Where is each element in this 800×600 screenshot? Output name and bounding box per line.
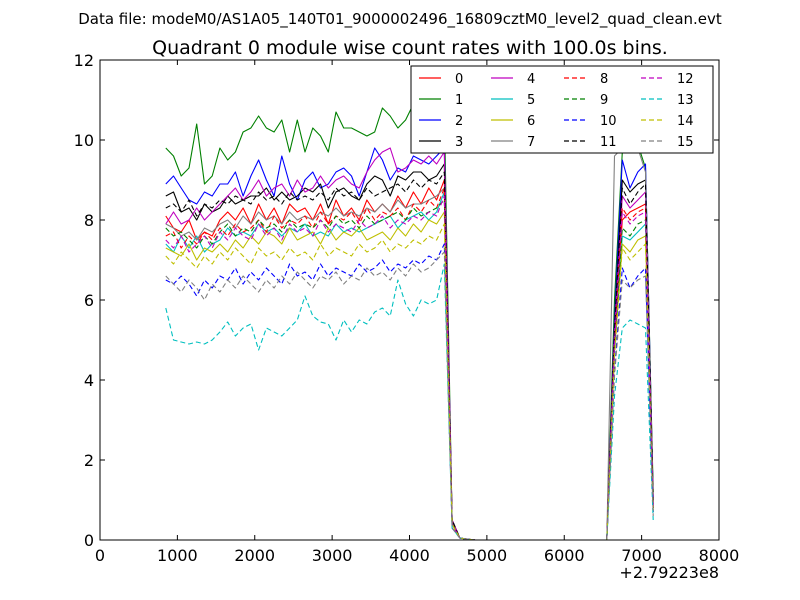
legend-label-10: 10 xyxy=(600,114,617,129)
x-tick-label: 7000 xyxy=(621,546,662,565)
series-line-1 xyxy=(165,99,654,540)
x-axis-offset-label: +2.79223e8 xyxy=(619,563,719,582)
x-tick-label: 5000 xyxy=(467,546,508,565)
legend-label-13: 13 xyxy=(677,93,694,108)
legend-label-1: 1 xyxy=(455,93,463,108)
series-line-5 xyxy=(165,191,654,540)
legend-label-4: 4 xyxy=(527,72,535,87)
y-tick-label: 8 xyxy=(84,211,94,230)
x-tick-label: 0 xyxy=(95,546,105,565)
legend-label-11: 11 xyxy=(600,135,617,150)
x-tick-label: 1000 xyxy=(157,546,198,565)
legend-label-6: 6 xyxy=(527,114,535,129)
x-tick-label: 2000 xyxy=(234,546,275,565)
x-tick-label: 3000 xyxy=(312,546,353,565)
legend-label-14: 14 xyxy=(677,114,694,129)
series-line-13 xyxy=(165,263,654,540)
legend-label-15: 15 xyxy=(677,135,694,150)
series-line-4 xyxy=(165,147,654,540)
series-line-15 xyxy=(165,251,654,540)
y-tick-label: 0 xyxy=(84,531,94,550)
chart-title: Quadrant 0 module wise count rates with … xyxy=(152,37,668,59)
legend-label-2: 2 xyxy=(455,114,463,129)
legend-label-3: 3 xyxy=(455,135,463,150)
y-tick-label: 2 xyxy=(84,451,94,470)
series-line-14 xyxy=(165,223,654,540)
legend-label-12: 12 xyxy=(677,72,694,87)
axes: 0 1000 2000 3000 4000 5000 6000 7000 80000246810… xyxy=(74,51,740,565)
legend-label-0: 0 xyxy=(455,72,463,87)
x-tick-label: 6000 xyxy=(544,546,585,565)
series-line-7 xyxy=(165,147,654,540)
series-line-12 xyxy=(165,195,654,540)
legend-box xyxy=(410,65,714,154)
series-lines xyxy=(165,99,654,540)
x-tick-label: 8000 xyxy=(699,546,740,565)
series-line-0 xyxy=(165,179,654,540)
data-file-caption: Data file: modeM0/AS1A05_140T01_90000024… xyxy=(78,10,722,29)
legend-label-7: 7 xyxy=(527,135,535,150)
y-tick-label: 10 xyxy=(74,131,94,150)
legend-label-5: 5 xyxy=(527,93,535,108)
series-line-11 xyxy=(165,171,654,540)
legend-label-8: 8 xyxy=(600,72,608,87)
x-tick-label: 4000 xyxy=(389,546,430,565)
series-line-3 xyxy=(165,163,654,540)
y-tick-label: 6 xyxy=(84,291,94,310)
legend-label-9: 9 xyxy=(600,93,608,108)
series-line-6 xyxy=(165,211,654,540)
y-tick-label: 4 xyxy=(84,371,94,390)
y-tick-label: 12 xyxy=(74,51,94,70)
series-line-10 xyxy=(165,243,654,540)
series-line-9 xyxy=(165,199,654,540)
